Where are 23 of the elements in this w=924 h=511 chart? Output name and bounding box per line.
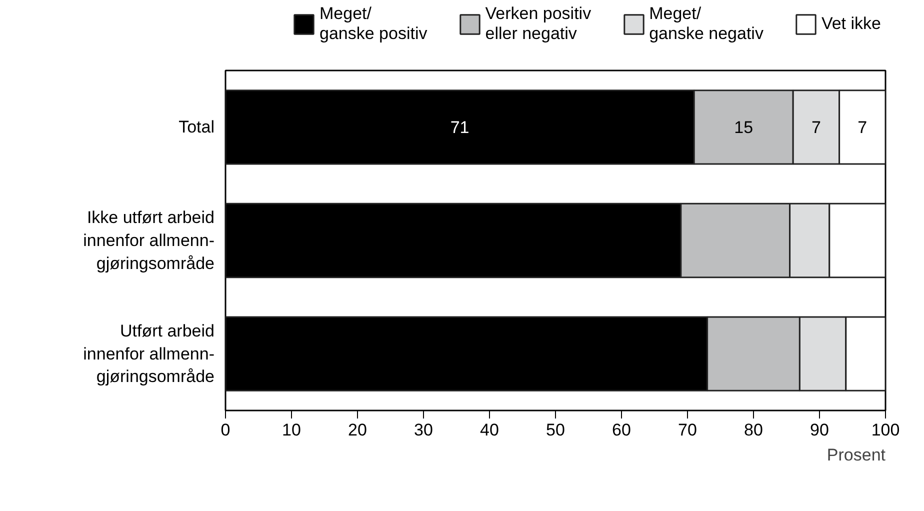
x-tick-label: 100 xyxy=(871,420,900,440)
x-tick-label: 90 xyxy=(810,420,829,440)
x-tick-label: 70 xyxy=(678,420,697,440)
data-label: 7 xyxy=(858,118,868,138)
x-tick-label: 60 xyxy=(612,420,631,440)
data-label: 7 xyxy=(811,118,821,138)
legend-label: Meget/ ganske negativ xyxy=(649,4,764,44)
data-label: 71 xyxy=(450,118,470,138)
y-tick-label: Ikke utført arbeid innenfor allmenn- gjøringsområde xyxy=(83,208,215,273)
y-tick-label: Utført arbeid innenfor allmenn- gjøringsområde xyxy=(83,322,215,386)
x-tick-label: 20 xyxy=(348,420,367,440)
legend-label: Meget/ ganske positiv xyxy=(320,4,428,44)
y-tick-label: Total xyxy=(178,118,215,137)
x-tick-label: 0 xyxy=(220,420,230,440)
x-tick-label: 30 xyxy=(414,420,433,440)
x-tick-label: 40 xyxy=(480,420,499,440)
x-tick-label: 80 xyxy=(744,420,763,440)
legend-label: Verken positiv eller negativ xyxy=(485,4,592,44)
legend-label: Vet ikke xyxy=(821,13,881,35)
data-label: 15 xyxy=(734,118,754,138)
x-axis-title: Prosent xyxy=(826,446,886,464)
x-tick-label: 10 xyxy=(282,420,301,440)
x-tick-label: 50 xyxy=(546,420,565,440)
